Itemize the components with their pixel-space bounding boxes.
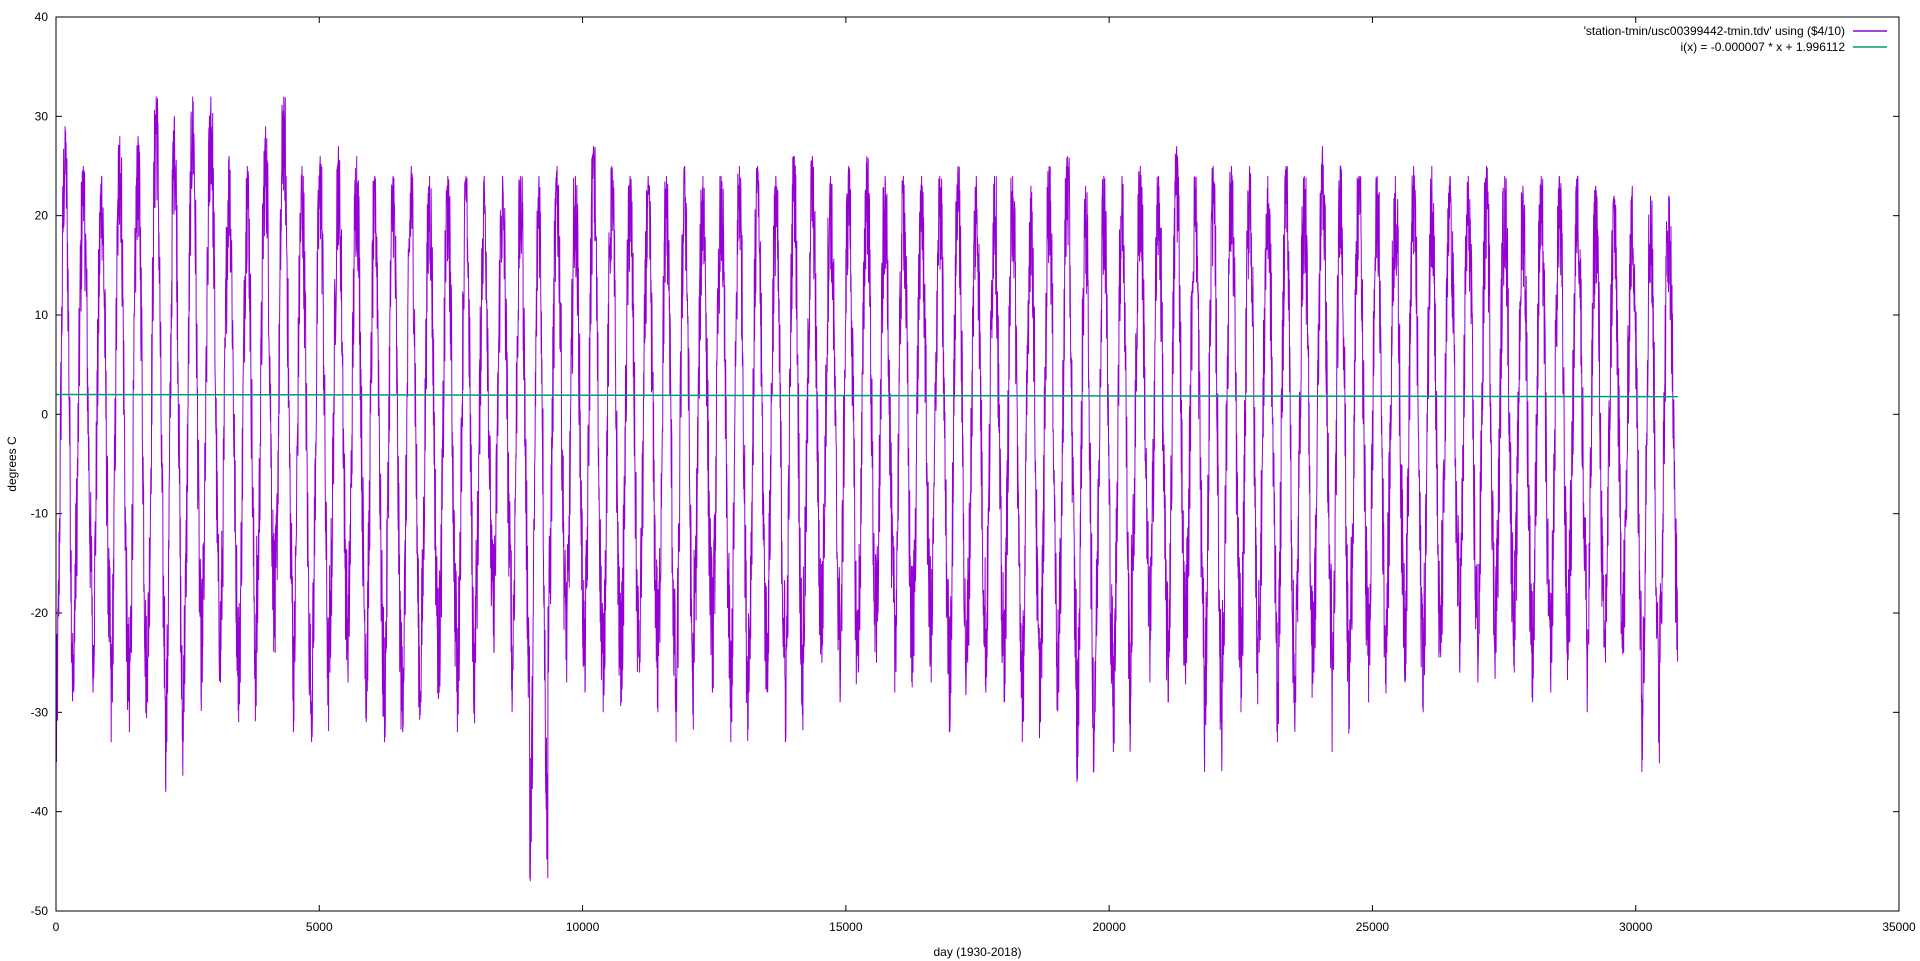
x-tick-label: 25000: [1356, 920, 1390, 934]
x-tick-label: 0: [53, 920, 60, 934]
y-tick-label: 20: [35, 209, 49, 223]
legend-entry-label: 'station-tmin/usc00399442-tmin.tdv' usin…: [1584, 24, 1845, 38]
y-tick-label: -20: [31, 606, 49, 620]
legend: 'station-tmin/usc00399442-tmin.tdv' usin…: [1584, 24, 1887, 54]
x-tick-label: 30000: [1619, 920, 1653, 934]
x-tick-label: 15000: [829, 920, 863, 934]
y-tick-label: -40: [31, 805, 49, 819]
x-tick-label: 5000: [306, 920, 333, 934]
x-tick-labels: 0 5000 10000 15000 20000 25000 30000 35000: [53, 920, 1916, 934]
y-axis-title: degrees C: [5, 436, 19, 492]
x-tick-label: 35000: [1882, 920, 1916, 934]
y-tick-label: -30: [31, 705, 49, 719]
plot-area: [55, 96, 1679, 882]
x-tick-label: 10000: [566, 920, 600, 934]
plot-frame: [55, 16, 1900, 912]
y-tick-label: 0: [41, 407, 48, 421]
y-tick-label: -50: [31, 904, 49, 918]
y-tick-labels: -50 -40 -30 -20 -10 0 10 20 30 40: [31, 10, 49, 918]
x-tick-label: 20000: [1092, 920, 1126, 934]
y-tick-label: 40: [35, 10, 49, 24]
series-line-station-tmin: [55, 96, 1679, 882]
legend-entry-label: i(x) = -0.000007 * x + 1.996112: [1680, 40, 1845, 54]
y-tick-label: -10: [31, 507, 49, 521]
axis-ticks: [55, 16, 1900, 912]
x-axis-title: day (1930-2018): [933, 945, 1021, 959]
y-tick-label: 30: [35, 109, 49, 123]
series-line-linear-fit: [55, 393, 1678, 398]
y-tick-label: 10: [35, 308, 49, 322]
